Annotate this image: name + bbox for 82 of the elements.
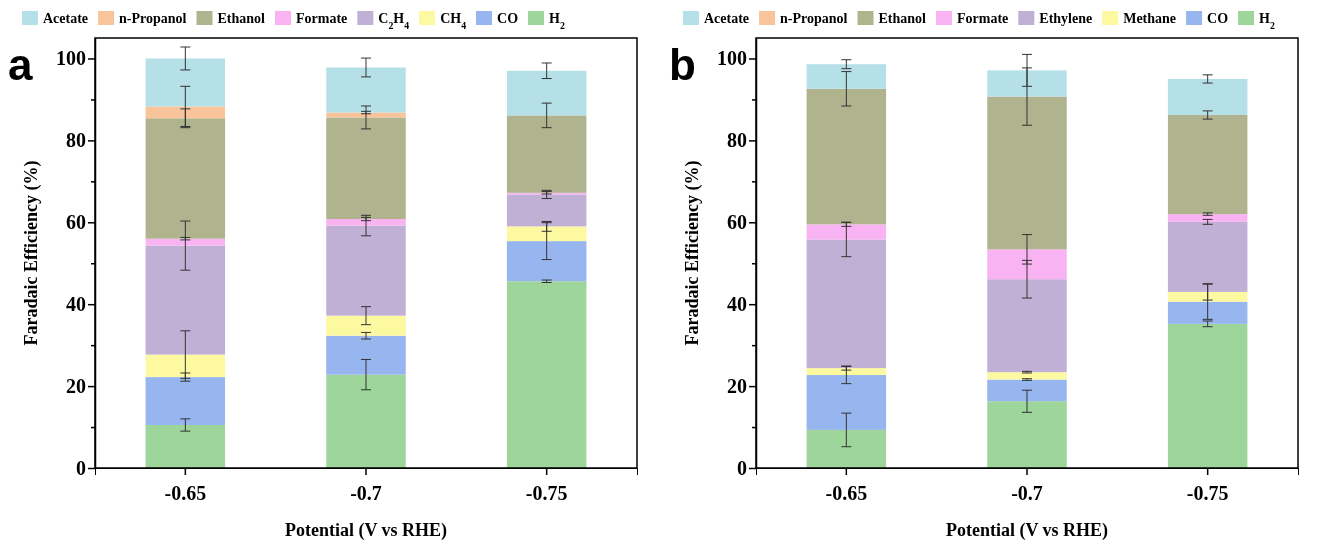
y-tick-label: 40 bbox=[727, 293, 747, 316]
legend-label: Formate bbox=[295, 11, 348, 26]
y-tick-label: 0 bbox=[737, 456, 747, 479]
legend-label: Formate bbox=[956, 11, 1009, 26]
bar bbox=[987, 249, 1067, 280]
y-tick-label: 80 bbox=[66, 129, 86, 152]
bar bbox=[506, 115, 587, 193]
legend-label: C$_{2}$H$_{4}$ bbox=[378, 11, 410, 31]
legend-label: CO bbox=[1207, 11, 1229, 26]
bar bbox=[506, 226, 587, 242]
y-axis-title: Faradaic Efficiency (%) bbox=[21, 160, 42, 346]
bar bbox=[806, 368, 887, 376]
y-tick-label: 40 bbox=[66, 293, 86, 316]
bar bbox=[1167, 78, 1248, 115]
legend-label: H$_{2}$ bbox=[1259, 11, 1275, 31]
bar bbox=[145, 58, 226, 107]
x-tick-label: -0.7 bbox=[1011, 482, 1043, 504]
bar bbox=[806, 224, 887, 240]
bar bbox=[506, 241, 587, 282]
x-tick-label: -0.65 bbox=[825, 482, 868, 504]
bar bbox=[987, 372, 1067, 380]
bar bbox=[145, 245, 226, 355]
bar bbox=[326, 315, 406, 336]
bar bbox=[145, 354, 226, 378]
bar bbox=[326, 219, 406, 226]
bar bbox=[806, 64, 887, 89]
bar bbox=[987, 279, 1067, 373]
text: b bbox=[669, 40, 696, 89]
bar bbox=[326, 117, 406, 220]
bar bbox=[145, 106, 226, 119]
y-tick-label: 100 bbox=[56, 47, 86, 70]
x-axis-title: Potential (V vs RHE) bbox=[945, 520, 1109, 541]
x-axis-title: Potential (V vs RHE) bbox=[284, 520, 448, 541]
legend-label: CO bbox=[497, 11, 519, 26]
legend-label: Acetate bbox=[43, 11, 89, 26]
x-tick-label: -0.75 bbox=[525, 482, 568, 504]
legend-label: H$_{2}$ bbox=[549, 11, 565, 31]
bar bbox=[806, 375, 887, 430]
bar bbox=[1167, 291, 1248, 302]
bar bbox=[1167, 301, 1248, 324]
legend-label: Methane bbox=[1123, 11, 1177, 26]
bar bbox=[987, 70, 1067, 97]
bar bbox=[1167, 114, 1248, 215]
y-axis-title: Faradaic Efficiency (%) bbox=[682, 160, 703, 346]
bar bbox=[326, 225, 406, 316]
x-tick-label: -0.7 bbox=[350, 482, 382, 504]
legend-label: CH$_{4}$ bbox=[440, 11, 467, 31]
bar bbox=[806, 239, 887, 369]
y-tick-label: 100 bbox=[717, 47, 747, 70]
bar bbox=[506, 281, 587, 468]
y-tick-label: 60 bbox=[727, 211, 747, 234]
bar bbox=[326, 335, 406, 375]
text: a bbox=[8, 40, 33, 89]
bar bbox=[1167, 221, 1248, 292]
bar bbox=[1167, 214, 1248, 222]
bar bbox=[145, 238, 226, 246]
bar bbox=[145, 425, 226, 468]
bar bbox=[1167, 323, 1248, 468]
y-tick-label: 0 bbox=[76, 456, 86, 479]
y-tick-label: 60 bbox=[66, 211, 86, 234]
bar bbox=[326, 67, 406, 113]
legend-label: Ethanol bbox=[217, 11, 266, 26]
legend-label: Ethylene bbox=[1039, 11, 1093, 26]
bar bbox=[506, 70, 587, 116]
bar bbox=[145, 377, 226, 425]
bar bbox=[506, 194, 587, 227]
bar bbox=[987, 401, 1067, 468]
legend-label: Ethanol bbox=[878, 11, 927, 26]
legend-label: n-Propanol bbox=[780, 11, 848, 26]
bar bbox=[806, 429, 887, 468]
bar bbox=[326, 374, 406, 468]
bar bbox=[987, 379, 1067, 402]
x-tick-label: -0.75 bbox=[1186, 482, 1229, 504]
legend-label: Acetate bbox=[704, 11, 750, 26]
y-tick-label: 20 bbox=[727, 375, 747, 397]
y-tick-label: 80 bbox=[727, 129, 747, 152]
bar bbox=[145, 118, 226, 239]
bar bbox=[987, 96, 1067, 250]
legend-label: n-Propanol bbox=[119, 11, 187, 26]
y-tick-label: 20 bbox=[66, 375, 86, 397]
bar bbox=[806, 88, 887, 225]
x-tick-label: -0.65 bbox=[164, 482, 207, 504]
